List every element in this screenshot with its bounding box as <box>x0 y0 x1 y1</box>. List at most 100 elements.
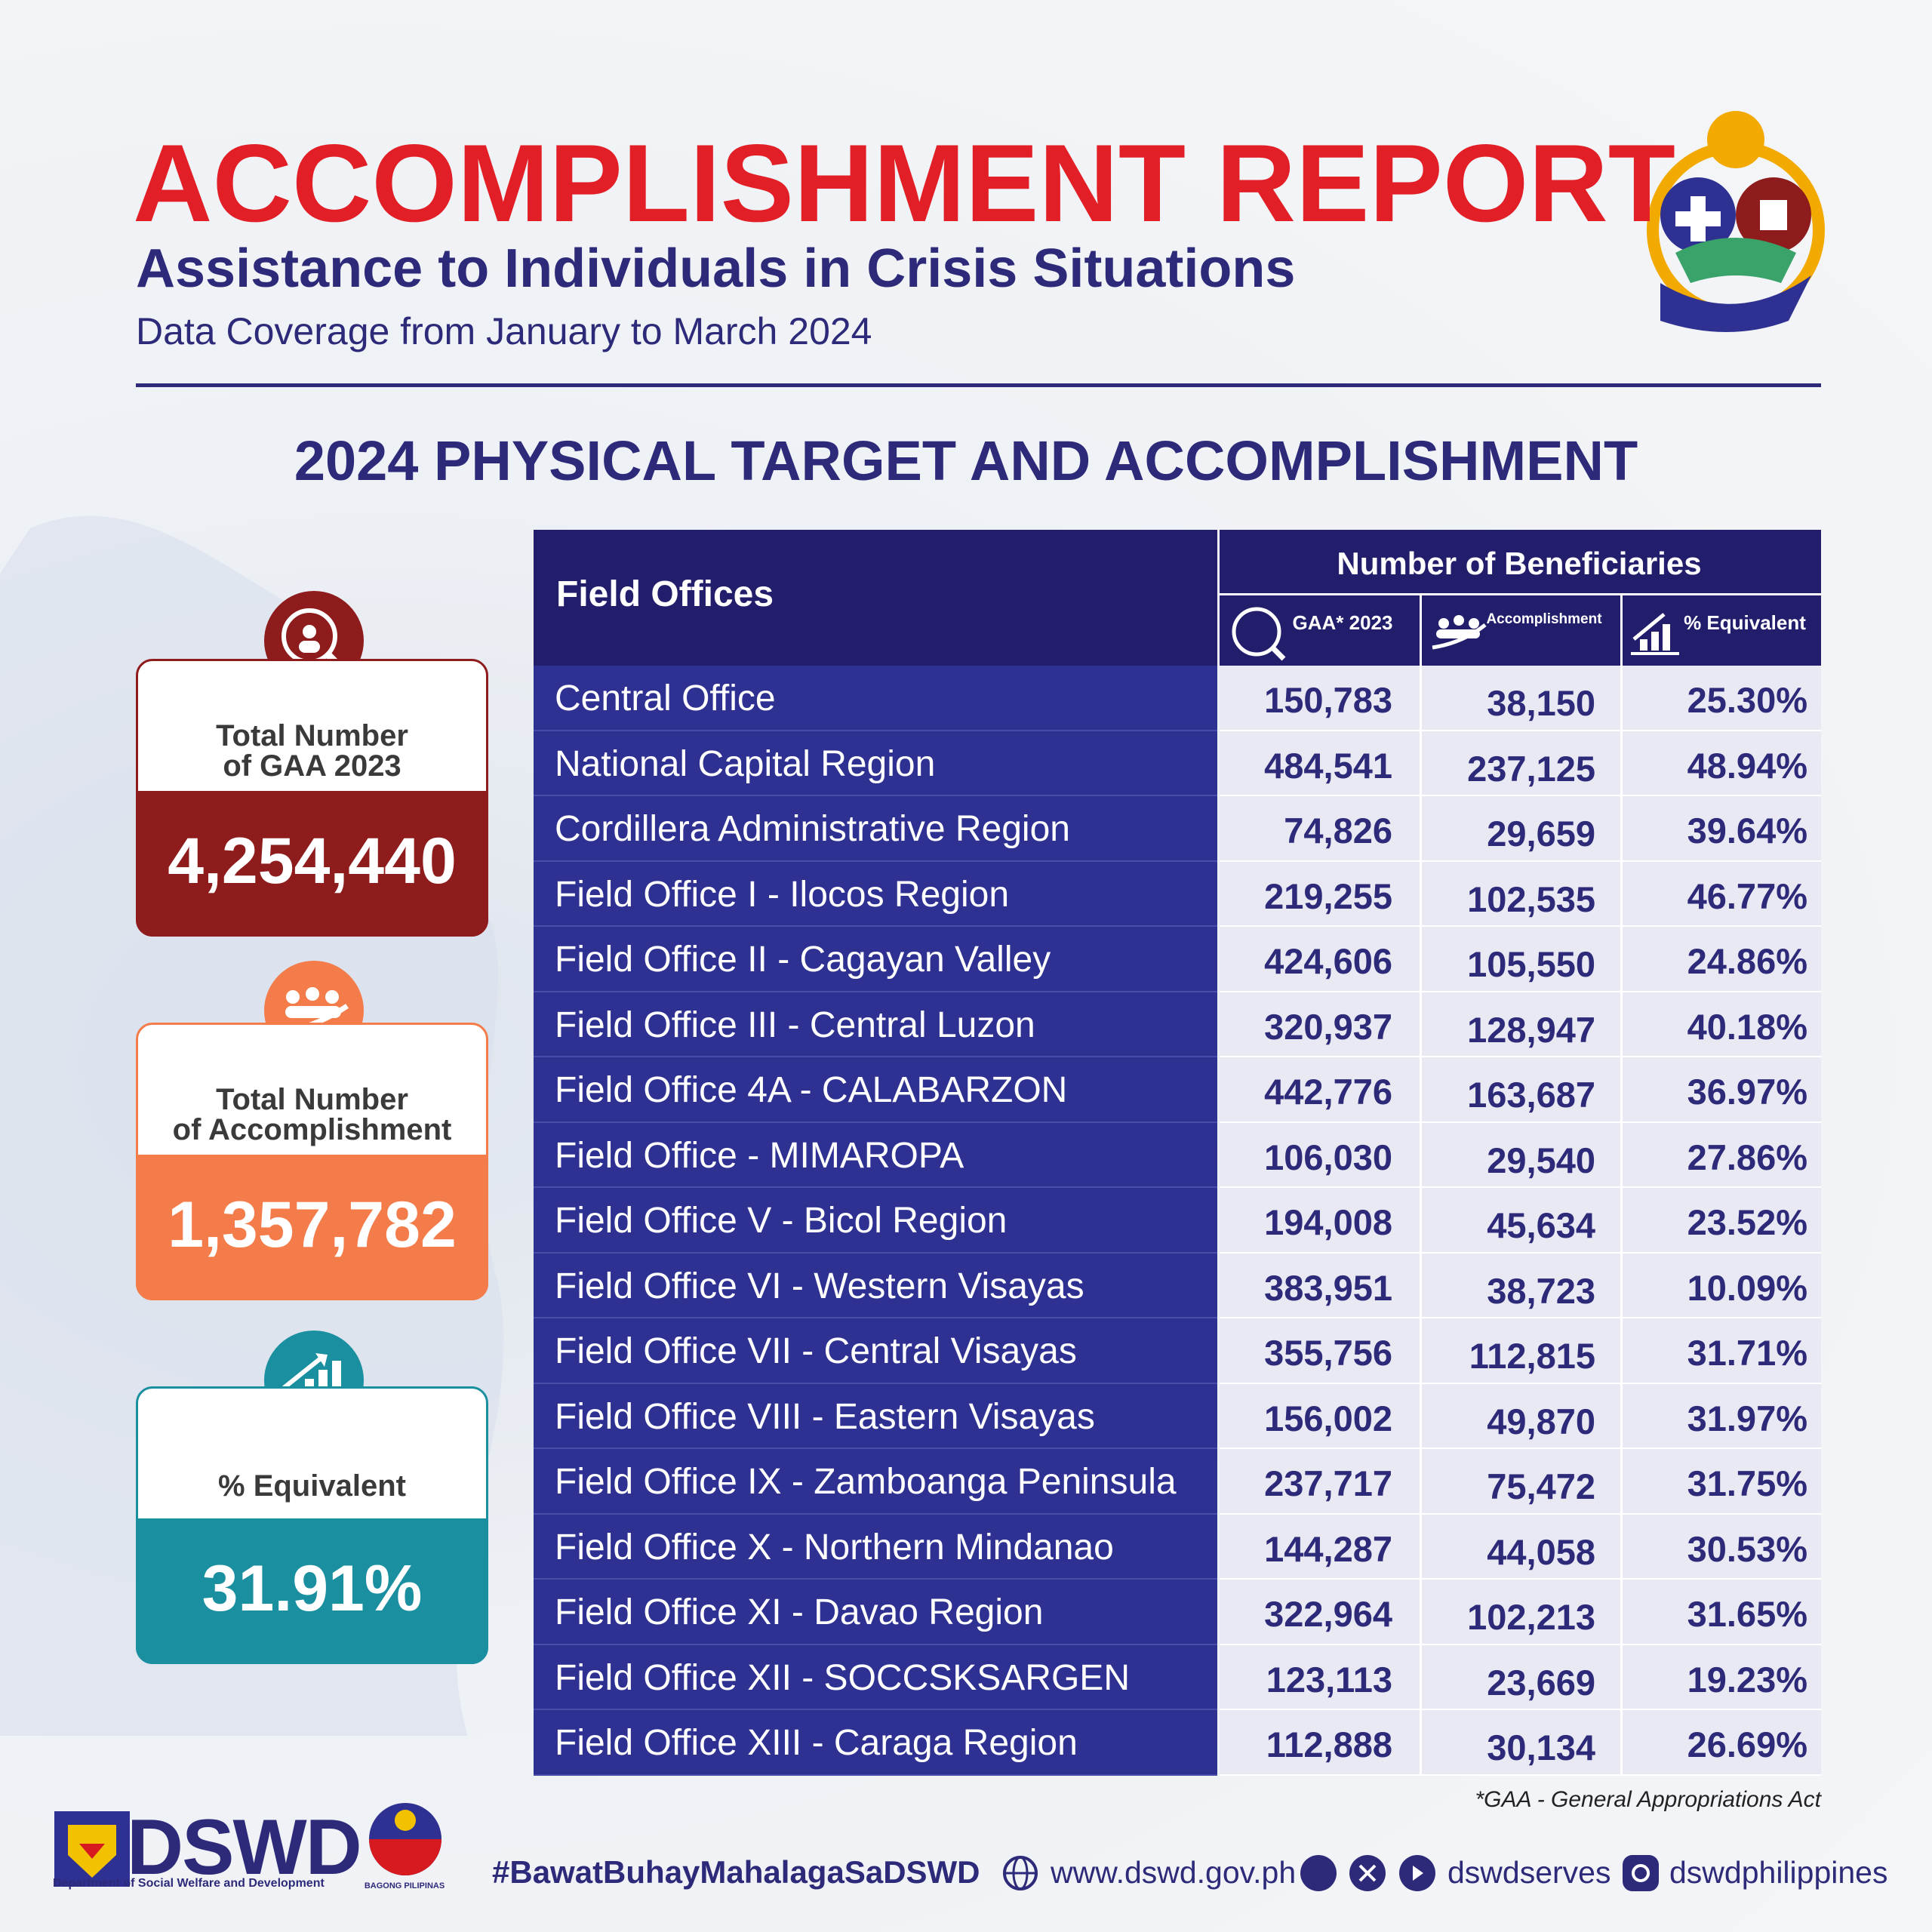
table-value: 24.86% <box>1687 941 1807 981</box>
row-value-bg <box>1220 1383 1821 1449</box>
table-value: 219,255 <box>1264 875 1392 916</box>
table-value: 23.52% <box>1687 1202 1807 1242</box>
table-value: 10.09% <box>1687 1267 1807 1308</box>
col-divider <box>1620 1318 1623 1384</box>
col-divider <box>1420 1253 1422 1318</box>
table-value: 424,606 <box>1264 941 1392 981</box>
table-value: 355,756 <box>1264 1333 1392 1373</box>
col-divider <box>1620 992 1623 1057</box>
col-divider <box>1620 1449 1623 1515</box>
row-name-cell <box>534 1710 1217 1776</box>
row-name-cell <box>534 992 1217 1057</box>
card-value: 4,254,440 <box>168 825 457 897</box>
table-value: 31.97% <box>1687 1398 1807 1438</box>
col-divider <box>1420 1188 1422 1254</box>
row-value-bg <box>1220 1580 1821 1645</box>
field-office-name: Field Office XI - Davao Region <box>555 1592 1044 1632</box>
footer-logo-sub: Department of Social Welfare and Develop… <box>53 1877 325 1890</box>
header-col-divider <box>1420 595 1422 666</box>
row-value-bg <box>1220 927 1821 992</box>
instagram-handle: dswdphilippines <box>1669 1855 1888 1890</box>
table-value: 74,826 <box>1284 811 1392 851</box>
row-name-cell <box>534 1514 1217 1580</box>
table-value: 29,540 <box>1487 1140 1595 1180</box>
table-value: 19.23% <box>1687 1659 1807 1700</box>
row-name-cell <box>534 1318 1217 1384</box>
table-value: 45,634 <box>1487 1205 1595 1245</box>
col-divider <box>1620 927 1623 992</box>
table-value: 112,888 <box>1266 1724 1392 1764</box>
col-divider <box>1620 1188 1623 1254</box>
coverage: Data Coverage from January to March 2024 <box>136 310 872 352</box>
col-divider <box>1420 666 1422 731</box>
table-value: 31.71% <box>1687 1333 1807 1373</box>
row-value-bg <box>1220 1057 1821 1123</box>
header-icons <box>1232 607 1679 661</box>
row-name-cell <box>534 927 1217 992</box>
row-name-cell <box>534 666 1217 731</box>
col-divider <box>1420 1383 1422 1449</box>
dswd-emblem <box>54 1811 130 1887</box>
table-value: 25.30% <box>1687 680 1807 720</box>
row-name-cell <box>534 1057 1217 1123</box>
field-office-name: Field Office II - Cagayan Valley <box>555 940 1051 980</box>
row-name-cell <box>534 1449 1217 1515</box>
field-office-name: Central Office <box>555 678 776 718</box>
field-office-name: Field Office - MIMAROPA <box>555 1135 964 1176</box>
table-value: 322,964 <box>1264 1594 1392 1634</box>
field-office-name: Field Office IX - Zamboanga Peninsula <box>555 1462 1177 1502</box>
header-rule <box>1220 593 1821 595</box>
header-column: Accomplishment <box>1486 611 1602 627</box>
table-value: 75,472 <box>1487 1466 1595 1506</box>
col-divider <box>1620 861 1623 927</box>
table-value: 23,669 <box>1487 1662 1595 1703</box>
col-divider <box>1620 1253 1623 1318</box>
header-field-offices: Field Offices <box>556 574 774 614</box>
row-value-bg <box>1220 1188 1821 1254</box>
header-column: GAA* 2023 <box>1292 611 1393 634</box>
row-value-bg <box>1220 1253 1821 1318</box>
table-value: 40.18% <box>1687 1006 1807 1047</box>
section-title: 2024 PHYSICAL TARGET AND ACCOMPLISHMENT <box>294 429 1638 492</box>
table-value: 27.86% <box>1687 1137 1807 1177</box>
table-value: 39.64% <box>1687 811 1807 851</box>
col-divider <box>1420 1644 1422 1710</box>
col-divider <box>1620 1514 1623 1580</box>
row-name-cell <box>534 1644 1217 1710</box>
table-value: 48.94% <box>1687 745 1807 786</box>
table-value: 156,002 <box>1264 1398 1392 1438</box>
table-value: 237,125 <box>1467 748 1595 789</box>
row-name-cell <box>534 1188 1217 1254</box>
table-header-left <box>534 530 1217 666</box>
table-value: 102,213 <box>1467 1597 1595 1637</box>
aics-logo <box>1647 111 1825 332</box>
table-value: 237,717 <box>1264 1463 1392 1503</box>
col-divider <box>1420 927 1422 992</box>
col-divider <box>1620 1383 1623 1449</box>
row-name-cell <box>534 1253 1217 1318</box>
hashtag: #BawatBuhayMahalagaSaDSWD <box>492 1854 980 1890</box>
row-value-bg <box>1220 861 1821 927</box>
col-divider <box>1420 1514 1422 1580</box>
field-office-name: Field Office 4A - CALABARZON <box>555 1070 1068 1110</box>
social-icons <box>1003 1855 1659 1891</box>
table-value: 150,783 <box>1264 680 1392 720</box>
card-value-panel <box>136 1155 488 1300</box>
table-value: 194,008 <box>1264 1202 1392 1242</box>
table-value: 49,870 <box>1487 1401 1595 1441</box>
row-value-bg <box>1220 1318 1821 1384</box>
col-divider <box>1620 731 1623 796</box>
row-value-bg <box>1220 1449 1821 1515</box>
table-value: 31.75% <box>1687 1463 1807 1503</box>
col-divider <box>1620 666 1623 731</box>
table-value: 112,815 <box>1469 1336 1595 1376</box>
field-office-name: Field Office III - Central Luzon <box>555 1004 1035 1045</box>
field-office-name: Field Office VI - Western Visayas <box>555 1266 1084 1306</box>
table-value: 44,058 <box>1487 1531 1595 1572</box>
table-value: 31.65% <box>1687 1594 1807 1634</box>
footnote: *GAA - General Appropriations Act <box>1475 1787 1821 1812</box>
row-name-cell <box>534 1122 1217 1188</box>
field-office-name: Field Office I - Ilocos Region <box>555 874 1010 915</box>
row-name-cell <box>534 731 1217 796</box>
